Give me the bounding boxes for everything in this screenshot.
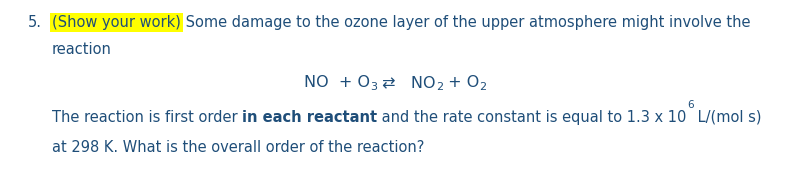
Text: 2: 2: [479, 82, 486, 92]
Text: 2: 2: [436, 82, 443, 92]
Text: ⇄   NO: ⇄ NO: [377, 75, 436, 90]
Text: in each reactant: in each reactant: [242, 110, 377, 125]
Text: and the rate constant is equal to 1.3 x 10: and the rate constant is equal to 1.3 x …: [377, 110, 687, 125]
Text: reaction: reaction: [52, 42, 112, 57]
Text: Some damage to the ozone layer of the upper atmosphere might involve the: Some damage to the ozone layer of the up…: [181, 15, 751, 30]
Text: 5.: 5.: [28, 15, 42, 30]
Text: NO  + O: NO + O: [305, 75, 370, 90]
Text: The reaction is first order: The reaction is first order: [52, 110, 242, 125]
Text: (Show your work): (Show your work): [52, 15, 181, 30]
Text: 6: 6: [687, 100, 694, 110]
Text: at 298 K. What is the overall order of the reaction?: at 298 K. What is the overall order of t…: [52, 140, 425, 155]
Text: (Show your work): (Show your work): [52, 15, 181, 30]
Text: 3: 3: [370, 82, 377, 92]
Text: L/(mol s): L/(mol s): [694, 110, 762, 125]
Text: + O: + O: [443, 75, 479, 90]
